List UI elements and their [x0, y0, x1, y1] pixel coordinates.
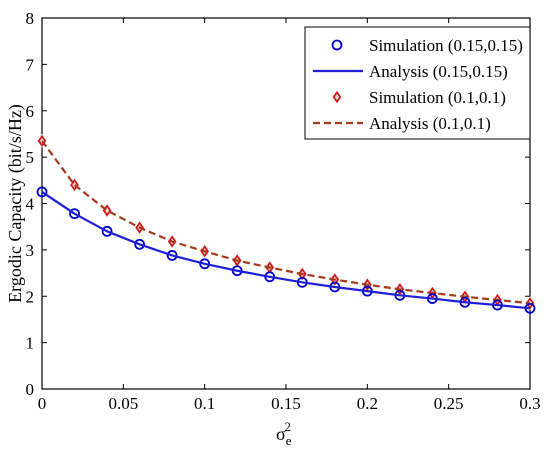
- marker-diamond: [330, 273, 339, 286]
- legend-entry-3: Analysis (0.1,0.1): [313, 114, 491, 133]
- y-tick-label: 4: [26, 195, 35, 214]
- legend: Simulation (0.15,0.15) Analysis (0.15,0.1…: [304, 26, 531, 140]
- y-tick-label: 1: [26, 334, 35, 353]
- marker-circle: [166, 250, 178, 261]
- x-tick-label: 0.1: [194, 394, 215, 413]
- series-3: [41, 140, 531, 305]
- marker-diamond: [70, 178, 79, 191]
- y-axis-label: Ergodic Capacity (bit/s/Hz): [5, 104, 26, 303]
- legend-label: Analysis (0.1,0.1): [369, 114, 491, 133]
- legend-label: Simulation (0.1,0.1): [369, 88, 506, 107]
- y-tick-label: 2: [26, 287, 35, 306]
- legend-box: [304, 26, 531, 140]
- x-tick-label: 0.25: [434, 394, 464, 413]
- series-1: [41, 190, 531, 310]
- marker-diamond-halo: [69, 177, 80, 192]
- legend-entry-2: Simulation (0.1,0.1): [332, 88, 506, 107]
- series-line: [41, 140, 531, 305]
- x-tick-label: 0: [38, 394, 47, 413]
- legend-entry-0: Simulation (0.15,0.15): [331, 36, 523, 55]
- y-tick-label: 3: [26, 241, 35, 260]
- marker-circle: [69, 208, 80, 220]
- marker-diamond-halo: [102, 203, 112, 218]
- marker-circle: [101, 225, 113, 237]
- series-layer: [36, 133, 536, 314]
- marker-diamond: [37, 134, 47, 147]
- marker-circle: [134, 238, 146, 250]
- x-tick-label: 0.3: [519, 394, 540, 413]
- x-axis-label: σe2: [276, 419, 292, 448]
- marker-diamond-halo: [332, 90, 342, 104]
- x-axis-label-sup: 2: [284, 419, 291, 434]
- ticks-layer: 0 0.05 0.1 0.15 0.2 0.25 0.3 0 1 2 3 4 5 6 7 8: [26, 9, 541, 413]
- marker-diamond: [332, 91, 342, 103]
- x-tick-label: 0.15: [271, 394, 301, 413]
- marker-diamond: [363, 278, 372, 291]
- x-axis-label-sub: e: [286, 433, 292, 448]
- marker-circle: [36, 186, 48, 198]
- marker-circle: [331, 39, 343, 51]
- marker-diamond: [395, 283, 405, 296]
- x-tick-label: 0.05: [108, 394, 138, 413]
- legend-entry-1: Analysis (0.15,0.15): [313, 62, 508, 81]
- legend-label: Simulation (0.15,0.15): [369, 36, 523, 55]
- y-tick-label: 0: [26, 380, 35, 399]
- x-axis-label-base: σ: [276, 424, 286, 444]
- x-tick-label: 0.2: [357, 394, 378, 413]
- y-tick-label: 8: [26, 9, 35, 28]
- series-line: [41, 190, 531, 310]
- y-tick-label: 6: [26, 102, 35, 121]
- y-tick-label: 7: [26, 55, 35, 74]
- y-tick-label: 5: [26, 148, 35, 167]
- legend-label: Analysis (0.15,0.15): [369, 62, 508, 81]
- marker-diamond: [135, 221, 144, 234]
